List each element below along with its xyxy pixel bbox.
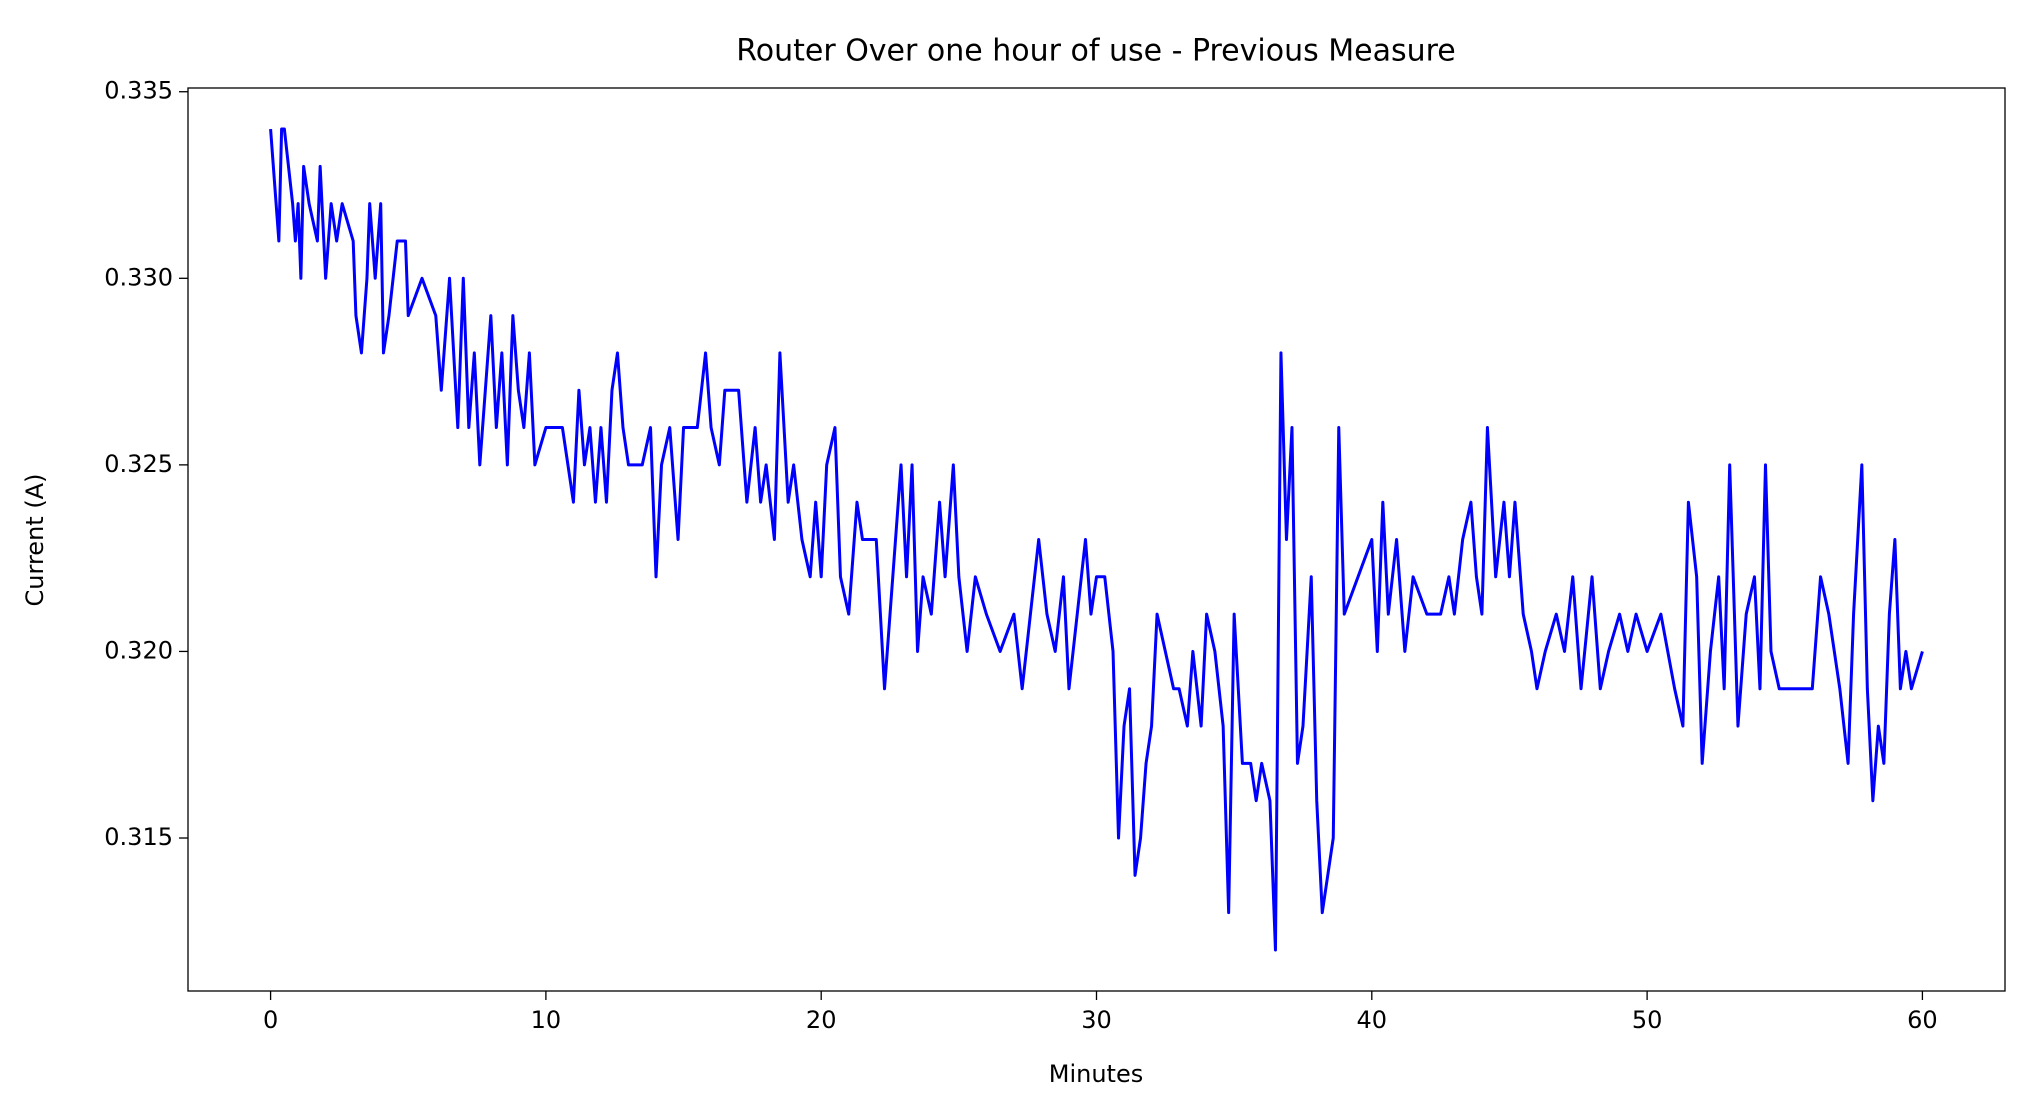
- x-tick-label: 10: [531, 1006, 562, 1034]
- x-tick-label: 0: [263, 1006, 278, 1034]
- y-tick-label: 0.335: [104, 77, 173, 105]
- y-axis-label: Current (A): [21, 474, 49, 607]
- y-tick-label: 0.315: [104, 823, 173, 851]
- plot-frame: [187, 87, 2006, 992]
- y-tick-label: 0.325: [104, 450, 173, 478]
- data-line: [269, 127, 1924, 952]
- x-tick-label: 60: [1907, 1006, 1938, 1034]
- x-tick-label: 30: [1081, 1006, 1112, 1034]
- x-tick-label: 20: [806, 1006, 837, 1034]
- y-tick-label: 0.330: [104, 263, 173, 291]
- x-axis-label: Minutes: [1049, 1060, 1143, 1088]
- x-tick-label: 50: [1632, 1006, 1663, 1034]
- y-tick-label: 0.320: [104, 636, 173, 664]
- chart-title: Router Over one hour of use - Previous M…: [736, 34, 1456, 69]
- x-tick-label: 40: [1357, 1006, 1388, 1034]
